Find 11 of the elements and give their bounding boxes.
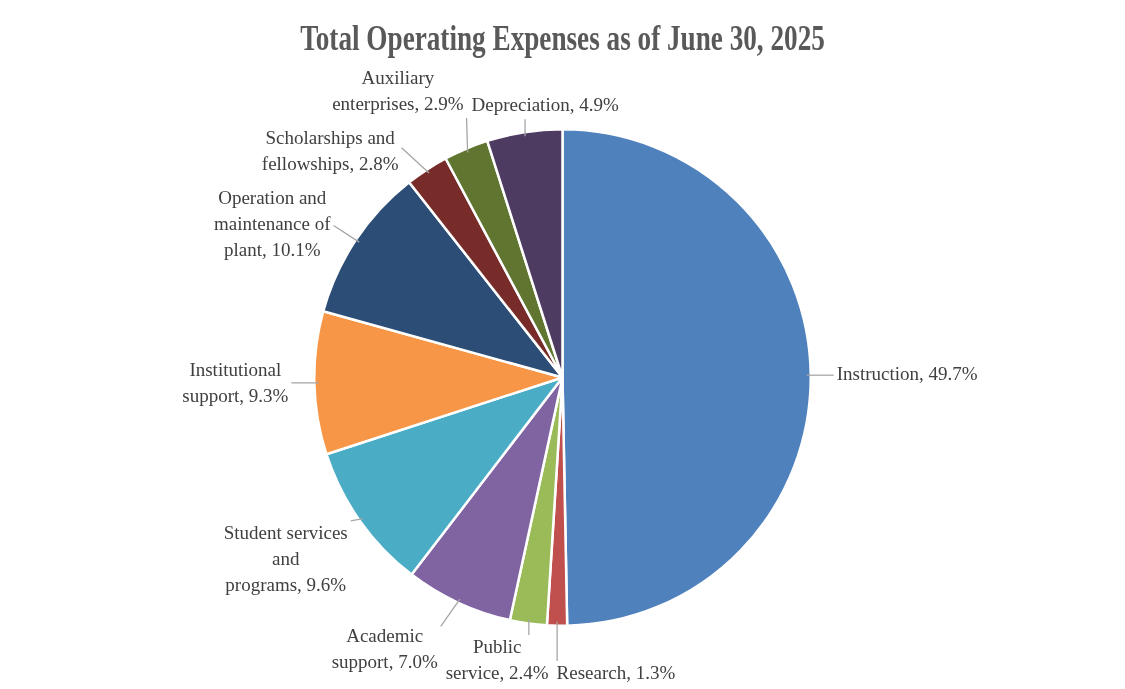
slice-label: Scholarships and fellowships, 2.8% (261, 126, 399, 174)
slice-label: Academic support, 7.0% (331, 624, 438, 672)
slice-label: Research, 1.3% (556, 661, 676, 683)
slice-label: Public service, 2.4% (445, 635, 549, 683)
chart-title: Total Operating Expenses as of June 30, 2025 (300, 18, 825, 58)
slice-label: Instruction, 49.7% (836, 362, 978, 384)
slice-label: Student services and programs, 9.6% (223, 521, 348, 595)
slice-label: Operation and maintenance of plant, 10.1% (213, 186, 332, 260)
slice-label: Depreciation, 4.9% (471, 94, 619, 116)
slice-label: Institutional support, 9.3% (182, 359, 289, 407)
slice-label: Auxiliary enterprises, 2.9% (332, 66, 464, 114)
